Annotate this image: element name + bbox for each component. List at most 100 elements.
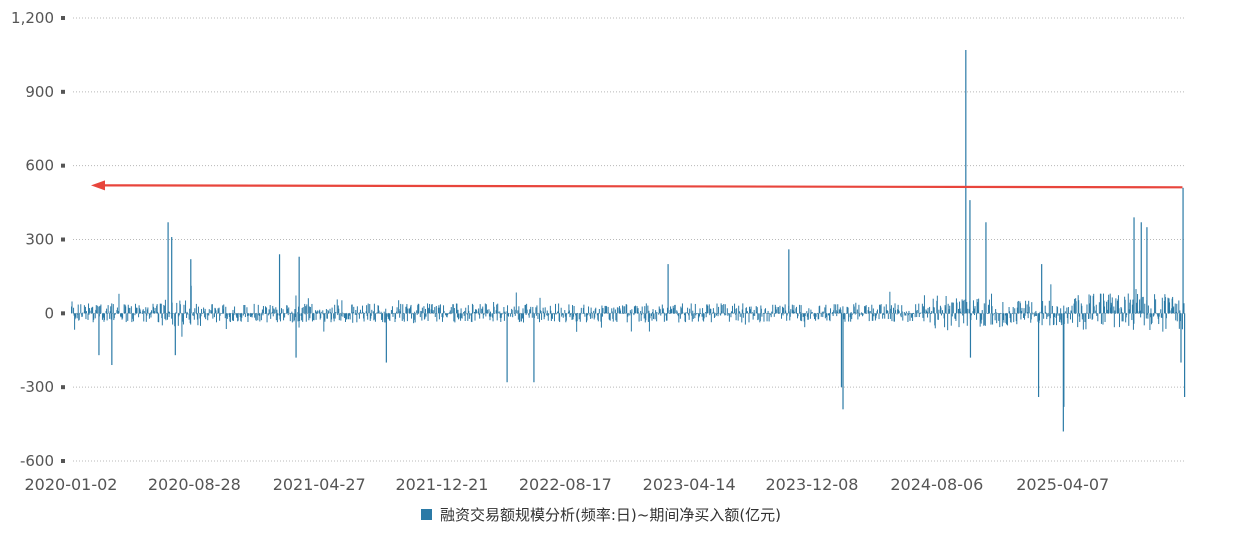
data-bar xyxy=(699,308,701,314)
data-bar xyxy=(731,305,733,314)
data-bar xyxy=(623,312,625,314)
data-bar xyxy=(608,312,610,314)
data-bar xyxy=(862,313,864,317)
data-bar xyxy=(463,313,465,316)
data-bar xyxy=(878,313,880,320)
data-bar xyxy=(814,313,816,316)
data-bar xyxy=(973,308,975,314)
data-bar xyxy=(467,313,469,321)
data-bar xyxy=(707,305,709,314)
data-bar xyxy=(1043,313,1045,319)
data-bar xyxy=(822,311,824,314)
data-bar xyxy=(950,313,952,326)
data-bar xyxy=(236,313,238,318)
data-bar xyxy=(226,313,228,319)
data-bar xyxy=(558,313,560,321)
data-bar xyxy=(919,313,921,314)
data-bar xyxy=(987,305,989,314)
data-bar xyxy=(138,313,140,318)
data-bar xyxy=(727,313,729,315)
data-bar xyxy=(873,313,875,317)
data-bar xyxy=(735,313,737,321)
data-bar xyxy=(739,313,741,317)
data-bar xyxy=(634,306,636,314)
data-bar xyxy=(702,313,704,321)
data-bar xyxy=(535,307,537,314)
data-bar xyxy=(876,309,878,314)
data-bar xyxy=(831,313,833,315)
data-bar xyxy=(697,313,699,322)
data-bar xyxy=(929,306,931,314)
data-bar xyxy=(193,313,195,316)
data-bar xyxy=(378,305,380,314)
data-bar xyxy=(540,311,542,314)
data-bar xyxy=(313,313,315,314)
data-bar xyxy=(221,313,223,314)
data-bar xyxy=(761,313,763,317)
data-bar xyxy=(986,313,988,314)
data-bar xyxy=(692,310,694,314)
data-bar xyxy=(583,312,585,314)
data-bar xyxy=(1013,313,1015,323)
bar-series xyxy=(71,49,1186,432)
data-bar xyxy=(1118,308,1120,314)
data-bar xyxy=(692,313,694,319)
data-bar xyxy=(792,311,794,314)
data-bar xyxy=(633,306,635,314)
data-bar xyxy=(423,306,425,314)
data-bar xyxy=(703,313,705,319)
data-bar xyxy=(593,313,595,320)
data-bar xyxy=(596,313,598,316)
data-bar xyxy=(555,313,557,315)
legend[interactable]: 融资交易额规模分析(频率:日)~期间净买入额(亿元) xyxy=(421,506,781,524)
data-bar xyxy=(363,313,365,322)
data-bar xyxy=(1107,299,1109,314)
data-bar xyxy=(674,304,676,314)
data-bar xyxy=(1116,300,1118,314)
data-bar xyxy=(656,312,658,314)
data-bar xyxy=(494,313,496,314)
data-bar xyxy=(298,306,300,314)
data-bar xyxy=(443,305,445,314)
data-bar xyxy=(900,313,902,316)
data-bar xyxy=(645,313,647,321)
data-bar xyxy=(595,307,597,314)
data-bar xyxy=(122,313,124,319)
data-bar xyxy=(262,305,264,314)
data-bar xyxy=(947,313,949,331)
data-bar xyxy=(684,313,686,322)
data-bar xyxy=(701,313,703,317)
data-bar xyxy=(283,313,285,314)
data-bar xyxy=(1095,310,1097,314)
data-bar xyxy=(163,304,165,314)
data-bar xyxy=(698,313,700,318)
data-bar xyxy=(696,313,698,314)
data-bar xyxy=(1048,300,1050,314)
y-tick-mark xyxy=(61,237,65,242)
data-bar xyxy=(91,307,93,314)
data-bar xyxy=(564,313,566,317)
data-bar xyxy=(118,293,120,314)
data-bar xyxy=(127,304,129,314)
data-bar xyxy=(945,307,947,314)
data-bar xyxy=(835,304,837,314)
data-bar xyxy=(579,313,581,315)
data-bar xyxy=(875,313,877,316)
data-bar xyxy=(362,311,364,314)
data-bar xyxy=(597,313,599,322)
data-bar xyxy=(999,313,1001,328)
data-bar xyxy=(943,313,945,319)
data-bar xyxy=(466,313,468,315)
data-bar xyxy=(337,305,339,314)
data-bar xyxy=(770,313,772,316)
data-bar xyxy=(1102,313,1104,325)
data-bar xyxy=(1167,297,1169,314)
data-bar xyxy=(457,313,459,320)
data-bar xyxy=(164,313,166,319)
data-bar xyxy=(182,313,184,325)
data-bar xyxy=(78,313,80,320)
data-bar xyxy=(1113,306,1115,314)
data-bar-notable xyxy=(1037,313,1040,398)
data-bar xyxy=(1117,299,1119,314)
data-bar xyxy=(106,308,108,314)
